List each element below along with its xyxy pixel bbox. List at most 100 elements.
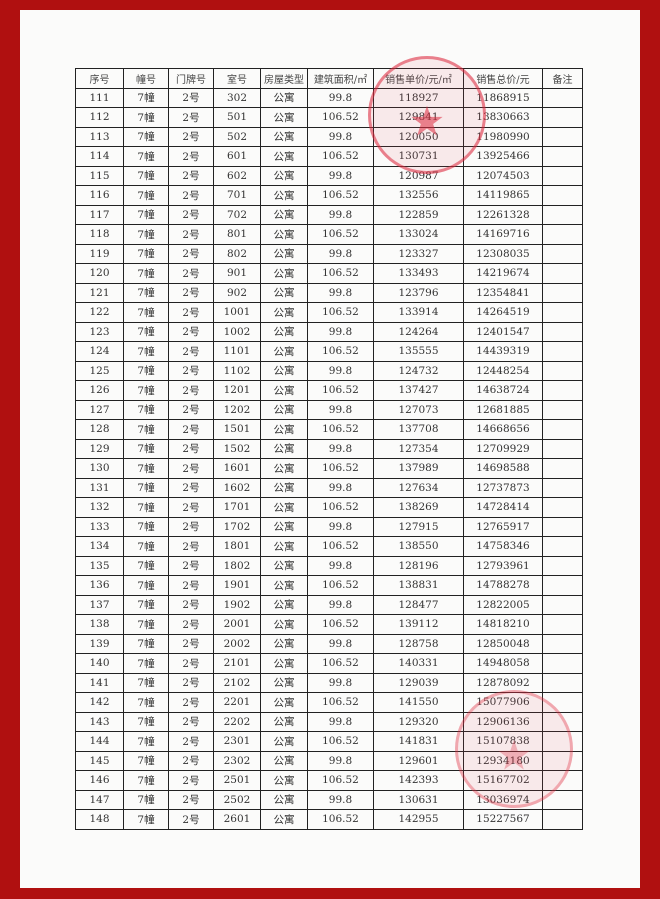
cell-building: 7幢 [123, 87, 169, 108]
cell-remark [542, 809, 583, 830]
cell-building: 7幢 [123, 594, 169, 615]
cell-unit-price: 120987 [373, 165, 464, 186]
cell-remark [542, 672, 583, 693]
column-header: 房屋类型 [260, 68, 308, 89]
cell-total-price: 11980990 [463, 126, 543, 147]
cell-house-type: 公寓 [260, 165, 308, 186]
cell-house-type: 公寓 [260, 594, 308, 615]
cell-remark [542, 282, 583, 303]
cell-total-price: 14169716 [463, 224, 543, 245]
table-row: 145 7幢 2号 2302 公寓 99.8 129601 12934180 [75, 750, 583, 771]
cell-house-type: 公寓 [260, 770, 308, 791]
cell-house-type: 公寓 [260, 477, 308, 498]
cell-building: 7幢 [123, 204, 169, 225]
cell-building: 7幢 [123, 224, 169, 245]
cell-door-no: 2号 [168, 107, 214, 128]
cell-remark [542, 711, 583, 732]
cell-house-type: 公寓 [260, 809, 308, 830]
cell-area: 99.8 [307, 204, 374, 225]
cell-door-no: 2号 [168, 438, 214, 459]
cell-area: 99.8 [307, 672, 374, 693]
cell-total-price: 13925466 [463, 146, 543, 167]
cell-house-type: 公寓 [260, 750, 308, 771]
table-row: 114 7幢 2号 601 公寓 106.52 130731 13925466 [75, 146, 583, 167]
cell-door-no: 2号 [168, 419, 214, 440]
cell-room-no: 1602 [213, 477, 261, 498]
table-row: 120 7幢 2号 901 公寓 106.52 133493 14219674 [75, 263, 583, 284]
cell-remark [542, 146, 583, 167]
table-row: 137 7幢 2号 1902 公寓 99.8 128477 12822005 [75, 594, 583, 615]
cell-building: 7幢 [123, 243, 169, 264]
cell-building: 7幢 [123, 497, 169, 518]
cell-house-type: 公寓 [260, 263, 308, 284]
cell-room-no: 1801 [213, 536, 261, 557]
cell-house-type: 公寓 [260, 692, 308, 713]
table-row: 127 7幢 2号 1202 公寓 99.8 127073 12681885 [75, 399, 583, 420]
cell-seq: 115 [75, 165, 124, 186]
cell-room-no: 1101 [213, 341, 261, 362]
cell-unit-price: 141831 [373, 731, 464, 752]
cell-door-no: 2号 [168, 380, 214, 401]
cell-remark [542, 185, 583, 206]
cell-unit-price: 137708 [373, 419, 464, 440]
cell-seq: 113 [75, 126, 124, 147]
cell-seq: 139 [75, 633, 124, 654]
cell-area: 106.52 [307, 653, 374, 674]
cell-house-type: 公寓 [260, 204, 308, 225]
cell-area: 106.52 [307, 692, 374, 713]
table-row: 126 7幢 2号 1201 公寓 106.52 137427 14638724 [75, 380, 583, 401]
cell-unit-price: 123796 [373, 282, 464, 303]
cell-seq: 129 [75, 438, 124, 459]
cell-door-no: 2号 [168, 204, 214, 225]
cell-total-price: 13830663 [463, 107, 543, 128]
table-row: 131 7幢 2号 1602 公寓 99.8 127634 12737873 [75, 477, 583, 498]
cell-total-price: 12906136 [463, 711, 543, 732]
cell-building: 7幢 [123, 302, 169, 323]
table-row: 132 7幢 2号 1701 公寓 106.52 138269 14728414 [75, 497, 583, 518]
table-row: 130 7幢 2号 1601 公寓 106.52 137989 14698588 [75, 458, 583, 479]
cell-building: 7幢 [123, 107, 169, 128]
cell-building: 7幢 [123, 477, 169, 498]
cell-door-no: 2号 [168, 575, 214, 596]
cell-total-price: 12448254 [463, 360, 543, 381]
cell-door-no: 2号 [168, 282, 214, 303]
cell-total-price: 12074503 [463, 165, 543, 186]
table-row: 123 7幢 2号 1002 公寓 99.8 124264 12401547 [75, 321, 583, 342]
cell-room-no: 1902 [213, 594, 261, 615]
table-row: 125 7幢 2号 1102 公寓 99.8 124732 12448254 [75, 360, 583, 381]
cell-unit-price: 140331 [373, 653, 464, 674]
cell-building: 7幢 [123, 360, 169, 381]
table-row: 136 7幢 2号 1901 公寓 106.52 138831 14788278 [75, 575, 583, 596]
table-row: 133 7幢 2号 1702 公寓 99.8 127915 12765917 [75, 516, 583, 537]
cell-room-no: 1002 [213, 321, 261, 342]
cell-door-no: 2号 [168, 341, 214, 362]
cell-room-no: 902 [213, 282, 261, 303]
table-row: 144 7幢 2号 2301 公寓 106.52 141831 15107838 [75, 731, 583, 752]
cell-building: 7幢 [123, 575, 169, 596]
cell-house-type: 公寓 [260, 711, 308, 732]
cell-unit-price: 139112 [373, 614, 464, 635]
cell-door-no: 2号 [168, 477, 214, 498]
cell-area: 106.52 [307, 809, 374, 830]
cell-remark [542, 594, 583, 615]
cell-area: 106.52 [307, 341, 374, 362]
cell-building: 7幢 [123, 165, 169, 186]
cell-house-type: 公寓 [260, 419, 308, 440]
cell-room-no: 501 [213, 107, 261, 128]
cell-unit-price: 127915 [373, 516, 464, 537]
cell-remark [542, 341, 583, 362]
cell-total-price: 12765917 [463, 516, 543, 537]
cell-building: 7幢 [123, 263, 169, 284]
cell-door-no: 2号 [168, 360, 214, 381]
cell-unit-price: 124264 [373, 321, 464, 342]
cell-door-no: 2号 [168, 516, 214, 537]
cell-door-no: 2号 [168, 750, 214, 771]
cell-area: 99.8 [307, 321, 374, 342]
cell-seq: 128 [75, 419, 124, 440]
cell-door-no: 2号 [168, 809, 214, 830]
cell-house-type: 公寓 [260, 380, 308, 401]
cell-unit-price: 133024 [373, 224, 464, 245]
cell-unit-price: 118927 [373, 87, 464, 108]
cell-unit-price: 127354 [373, 438, 464, 459]
cell-remark [542, 516, 583, 537]
